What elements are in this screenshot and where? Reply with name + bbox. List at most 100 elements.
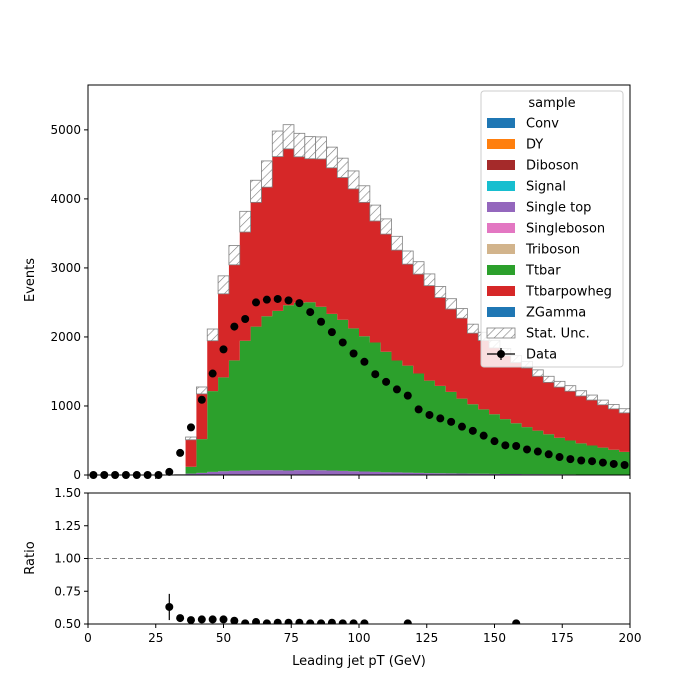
- x-tick-label: 150: [483, 631, 506, 645]
- data-point: [392, 385, 401, 394]
- data-point: [609, 459, 618, 468]
- main-y-axis-label: Events: [23, 258, 38, 302]
- data-point: [306, 308, 315, 317]
- x-tick-label: 75: [284, 631, 299, 645]
- main-y-tick-label: 1000: [50, 399, 81, 413]
- ratio-y-tick-label: 0.75: [54, 584, 81, 598]
- legend-label-ttbarpowheg: Ttbarpowheg: [525, 285, 612, 300]
- legend-swatch-stat-unc: [486, 327, 516, 339]
- stat-unc-band: [206, 328, 219, 342]
- ratio-point: [208, 615, 217, 624]
- data-point: [436, 414, 445, 423]
- ratio-point: [241, 619, 250, 624]
- ratio-point: [403, 619, 412, 624]
- legend-label-signal: Signal: [526, 180, 566, 195]
- x-tick-label: 100: [348, 631, 371, 645]
- legend-swatch-singleboson: [487, 223, 515, 233]
- ratio-y-axis-label: Ratio: [23, 541, 38, 574]
- data-point: [577, 456, 586, 465]
- legend-swatch-diboson: [487, 160, 515, 170]
- data-point: [468, 426, 477, 435]
- stat-unc-band: [423, 273, 436, 287]
- stat-unc-band: [553, 380, 566, 388]
- ratio-y-tick-label: 1.25: [54, 519, 81, 533]
- stat-unc-band: [347, 170, 360, 190]
- stat-unc-band: [228, 245, 241, 266]
- data-point: [533, 447, 542, 456]
- stat-unc-band: [271, 130, 284, 157]
- data-point: [273, 294, 282, 303]
- data-point: [284, 296, 293, 305]
- legend-label-data: Data: [526, 348, 557, 363]
- data-point: [490, 437, 499, 446]
- ratio-points: [165, 593, 521, 624]
- ratio-y-tick-label: 1.50: [54, 486, 81, 500]
- data-point: [566, 455, 575, 464]
- stat-unc-band: [445, 298, 457, 310]
- stat-unc-band: [618, 408, 630, 414]
- x-tick-label: 50: [216, 631, 231, 645]
- data-point: [403, 391, 412, 400]
- stat-unc-band: [401, 250, 414, 265]
- main-y-tick-label: 2000: [50, 330, 81, 344]
- data-point: [371, 370, 380, 379]
- legend-label-zgamma: ZGamma: [526, 306, 586, 321]
- legend-label-single-top: Single top: [526, 201, 591, 216]
- ratio-point: [306, 619, 315, 624]
- data-point: [349, 349, 358, 358]
- data-point: [501, 441, 510, 450]
- stat-unc-band: [250, 179, 262, 203]
- stat-uncertainty-bands: [174, 124, 630, 475]
- stat-unc-band: [597, 399, 609, 406]
- legend-swatch-dy: [487, 139, 515, 149]
- data-point: [262, 295, 271, 304]
- main-x-ticks: [87, 475, 631, 479]
- data-point: [338, 338, 347, 347]
- data-point: [230, 322, 239, 331]
- main-y-axis: 0 1000 2000 3000 4000 5000: [50, 123, 88, 482]
- legend-box: [480, 90, 624, 368]
- data-point: [241, 315, 250, 323]
- data-point: [447, 417, 456, 426]
- x-tick-label: 200: [619, 631, 642, 645]
- stat-unc-band: [239, 210, 251, 233]
- stat-unc-band: [304, 136, 317, 160]
- data-point: [544, 450, 553, 459]
- legend-swatch-signal: [487, 181, 515, 191]
- stat-unc-band: [391, 235, 403, 251]
- legend: sample Conv DY Diboson Signal Single top Sing…: [480, 90, 624, 368]
- ratio-plot-panel: 0.50 0.75 1.00 1.25 1.50 0 25 50 75 100 125 150 175…: [23, 486, 641, 669]
- stack-area-single-top: [88, 470, 630, 475]
- ratio-point: [252, 618, 261, 624]
- data-point: [295, 299, 304, 308]
- legend-swatch-ttbarpowheg: [487, 286, 515, 296]
- ratio-x-axis: 0 25 50 75 100 125 150 175 200: [84, 624, 641, 645]
- stat-unc-band: [369, 204, 382, 222]
- main-y-tick-label: 5000: [50, 123, 81, 137]
- main-y-tick-label: 3000: [50, 261, 81, 275]
- ratio-y-axis: 0.50 0.75 1.00 1.25 1.50: [54, 486, 88, 631]
- legend-swatch-data: [497, 350, 505, 358]
- stat-unc-band: [358, 185, 371, 203]
- x-tick-label: 125: [415, 631, 438, 645]
- ratio-y-tick-label: 1.00: [54, 552, 81, 566]
- stat-unc-band: [293, 132, 306, 158]
- data-point: [186, 423, 195, 432]
- data-point: [523, 445, 532, 454]
- stat-unc-band: [217, 275, 230, 295]
- ratio-point: [219, 615, 228, 624]
- legend-swatch-conv: [487, 118, 515, 128]
- stat-unc-band: [466, 323, 479, 334]
- stack-area-ttbar: [88, 302, 630, 475]
- data-point: [555, 453, 564, 462]
- ratio-point: [349, 619, 358, 624]
- stack-area-ttbarpowheg: [88, 136, 630, 475]
- stat-unc-band: [542, 375, 555, 383]
- x-axis-label: Leading jet pT (GeV): [292, 654, 426, 669]
- data-point: [327, 328, 336, 337]
- ratio-point: [186, 616, 195, 624]
- x-tick-label: 25: [148, 631, 163, 645]
- data-point: [165, 467, 174, 476]
- x-tick-label: 0: [84, 631, 92, 645]
- data-point: [512, 442, 521, 451]
